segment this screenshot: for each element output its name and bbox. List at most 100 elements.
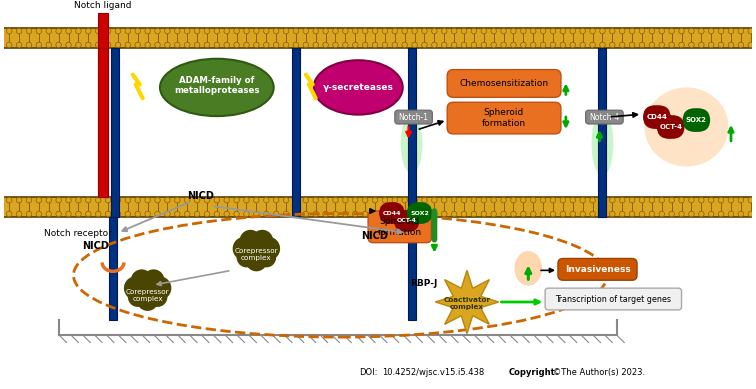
Circle shape <box>659 42 665 48</box>
Circle shape <box>402 28 407 34</box>
FancyBboxPatch shape <box>448 70 561 97</box>
Circle shape <box>600 28 606 34</box>
FancyBboxPatch shape <box>379 202 404 224</box>
Circle shape <box>214 211 219 217</box>
FancyBboxPatch shape <box>657 115 684 139</box>
Circle shape <box>234 28 240 34</box>
FancyBboxPatch shape <box>407 217 416 320</box>
Circle shape <box>491 42 497 48</box>
Circle shape <box>500 197 507 203</box>
Text: NICD: NICD <box>187 191 214 201</box>
FancyBboxPatch shape <box>111 48 119 217</box>
Circle shape <box>165 28 170 34</box>
Circle shape <box>689 211 694 217</box>
Circle shape <box>240 230 262 252</box>
Circle shape <box>342 42 349 48</box>
Circle shape <box>738 197 744 203</box>
Circle shape <box>580 28 585 34</box>
Circle shape <box>402 197 407 203</box>
Circle shape <box>629 211 635 217</box>
Circle shape <box>570 211 575 217</box>
Circle shape <box>303 28 308 34</box>
Circle shape <box>511 197 516 203</box>
Circle shape <box>718 211 723 217</box>
Text: Chemosensitization: Chemosensitization <box>459 79 548 88</box>
Circle shape <box>580 211 585 217</box>
Circle shape <box>432 211 437 217</box>
Circle shape <box>125 211 131 217</box>
Circle shape <box>511 42 516 48</box>
Circle shape <box>619 211 625 217</box>
Circle shape <box>560 211 565 217</box>
FancyBboxPatch shape <box>545 288 682 310</box>
Circle shape <box>352 197 358 203</box>
Circle shape <box>125 42 131 48</box>
Circle shape <box>669 42 674 48</box>
Circle shape <box>689 28 694 34</box>
Circle shape <box>669 197 674 203</box>
Circle shape <box>234 42 240 48</box>
Text: OCT-4: OCT-4 <box>397 218 417 223</box>
Circle shape <box>313 197 318 203</box>
Circle shape <box>362 28 368 34</box>
Circle shape <box>194 28 200 34</box>
Circle shape <box>640 211 645 217</box>
Circle shape <box>26 197 32 203</box>
Circle shape <box>184 42 190 48</box>
Circle shape <box>422 197 427 203</box>
Circle shape <box>147 287 167 307</box>
Circle shape <box>224 42 230 48</box>
Circle shape <box>264 42 269 48</box>
Text: SOX2: SOX2 <box>410 210 429 216</box>
Circle shape <box>175 42 180 48</box>
Circle shape <box>372 42 378 48</box>
Circle shape <box>175 197 180 203</box>
Circle shape <box>372 197 378 203</box>
Circle shape <box>17 28 22 34</box>
Circle shape <box>333 211 338 217</box>
Circle shape <box>550 211 556 217</box>
Circle shape <box>541 42 546 48</box>
Circle shape <box>145 211 150 217</box>
Circle shape <box>699 42 704 48</box>
Circle shape <box>659 211 665 217</box>
Circle shape <box>718 197 723 203</box>
Circle shape <box>748 28 754 34</box>
Circle shape <box>640 28 645 34</box>
Circle shape <box>17 211 22 217</box>
Circle shape <box>66 197 71 203</box>
Circle shape <box>323 211 328 217</box>
Circle shape <box>471 211 477 217</box>
Text: Notch-1: Notch-1 <box>398 112 429 122</box>
Circle shape <box>629 42 635 48</box>
Circle shape <box>256 237 280 261</box>
Circle shape <box>649 197 655 203</box>
Circle shape <box>36 42 42 48</box>
FancyBboxPatch shape <box>448 102 561 134</box>
Circle shape <box>352 211 358 217</box>
Circle shape <box>500 42 507 48</box>
Text: Spheroid
formation: Spheroid formation <box>482 109 525 128</box>
Circle shape <box>165 197 170 203</box>
Circle shape <box>204 211 209 217</box>
Text: Corepressor
complex: Corepressor complex <box>125 289 169 301</box>
Text: Invasiveness: Invasiveness <box>565 265 631 274</box>
Circle shape <box>511 28 516 34</box>
Circle shape <box>237 248 256 267</box>
Circle shape <box>442 42 447 48</box>
Circle shape <box>137 289 159 311</box>
Circle shape <box>382 197 388 203</box>
Circle shape <box>748 42 754 48</box>
Circle shape <box>95 42 101 48</box>
Circle shape <box>274 197 279 203</box>
Circle shape <box>155 28 160 34</box>
Circle shape <box>669 28 674 34</box>
Circle shape <box>748 211 754 217</box>
Circle shape <box>412 42 417 48</box>
Circle shape <box>175 28 180 34</box>
Circle shape <box>382 211 388 217</box>
Circle shape <box>115 211 121 217</box>
Circle shape <box>708 42 714 48</box>
Text: NICD: NICD <box>361 231 388 241</box>
Circle shape <box>76 197 81 203</box>
